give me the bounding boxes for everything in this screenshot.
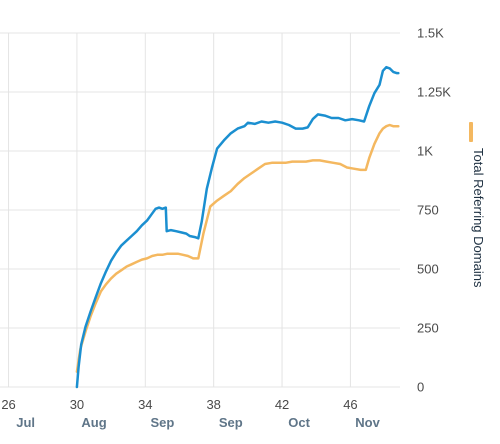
legend-swatch [469,122,473,142]
y-axis-tick-labels: 0 250 500 750 1K 1.25K 1.5K [417,26,451,395]
x-month-label: Sep [219,415,243,430]
x-tick-label: 38 [206,397,220,412]
x-tick-label: 34 [138,397,152,412]
x-month-label: Oct [288,415,310,430]
x-month-label: Nov [355,415,380,430]
horizontal-grid [0,32,400,388]
series-line-orange [75,123,400,373]
x-axis-week-ticks: 26 30 34 38 42 46 [1,397,357,412]
x-tick-label: 30 [70,397,84,412]
x-tick-label: 46 [343,397,357,412]
y-tick-label: 250 [417,321,439,336]
series-line-blue [75,65,400,389]
x-month-label: Jul [16,415,35,430]
series-layer [75,65,400,389]
y-tick-label: 1K [417,144,433,159]
x-tick-label: 42 [275,397,289,412]
x-axis-month-labels: Jul Aug Sep Sep Oct Nov [16,415,380,430]
y-tick-label: 500 [417,262,439,277]
y-tick-label: 750 [417,203,439,218]
x-month-label: Aug [81,415,106,430]
y-tick-label: 1.5K [417,26,444,41]
legend: Total Referring Domains [469,122,486,288]
y-axis-title: Total Referring Domains [471,148,486,288]
y-tick-label: 0 [417,380,424,395]
x-month-label: Sep [150,415,174,430]
y-tick-label: 1.25K [417,85,451,100]
x-tick-label: 26 [1,397,15,412]
